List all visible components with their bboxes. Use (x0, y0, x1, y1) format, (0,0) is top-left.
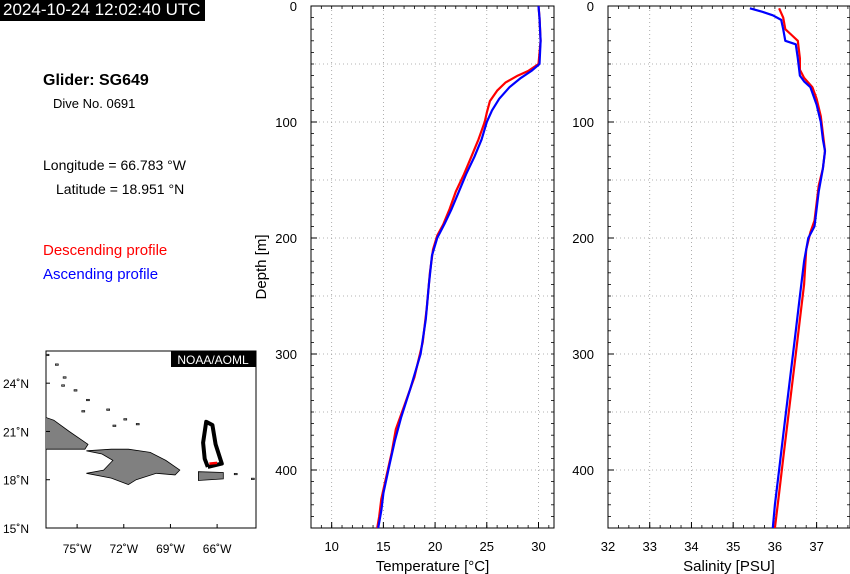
descending-profile-line (376, 5, 542, 528)
cuba-landmass (46, 417, 89, 450)
x-tick-label: 36 (768, 539, 782, 554)
x-tick-label: 20 (428, 539, 442, 554)
plot-frame (310, 5, 555, 529)
map-lon-label: 75˚W (63, 542, 92, 556)
island (55, 363, 59, 366)
y-axis-label: Depth [m] (253, 234, 270, 299)
y-tick-label: 400 (572, 463, 594, 478)
x-tick-label: 10 (324, 539, 338, 554)
map-lat-label: 18˚N (3, 474, 29, 488)
map-lat-label: 21˚N (3, 425, 29, 439)
y-tick-label: 100 (275, 115, 297, 130)
island (233, 472, 238, 476)
glider-track (201, 419, 224, 469)
dive-number: Dive No. 0691 (53, 96, 136, 111)
map-lat-label: 24˚N (3, 377, 29, 391)
latitude-readout: Latitude = 18.951 °N (56, 181, 185, 197)
x-tick-label: 25 (480, 539, 494, 554)
x-tick-label: 34 (684, 539, 698, 554)
y-tick-label: 300 (572, 347, 594, 362)
y-tick-label: 200 (572, 231, 594, 246)
island (112, 424, 117, 427)
y-tick-label: 300 (275, 347, 297, 362)
map-land (46, 353, 255, 486)
map-lon-label: 69˚W (156, 542, 185, 556)
glider-title: Glider: SG649 (43, 72, 149, 89)
x-tick-label: 33 (642, 539, 656, 554)
island (106, 408, 110, 411)
current-dive-marker (209, 461, 218, 465)
y-tick-label: 400 (275, 463, 297, 478)
chart-salinity (607, 5, 850, 529)
x-tick-label: 37 (809, 539, 823, 554)
y-tick-label: 0 (587, 0, 594, 14)
x-tick-label: 32 (601, 539, 615, 554)
x-tick-label: 30 (531, 539, 545, 554)
map-lon-label: 72˚W (109, 542, 138, 556)
timestamp-banner: 2024-10-24 12:02:40 UTC (0, 0, 205, 21)
island (46, 353, 50, 357)
map-lon-label: 66˚W (203, 542, 232, 556)
x-axis-label: Temperature [°C] (376, 558, 490, 574)
ascending-profile-line (749, 7, 827, 528)
hispaniola-landmass (86, 448, 181, 486)
longitude-readout: Longitude = 66.783 °W (43, 157, 186, 173)
y-tick-label: 200 (275, 231, 297, 246)
plot-frame (607, 5, 850, 529)
x-axis-label: Salinity [PSU] (683, 558, 775, 574)
island (73, 389, 78, 392)
island (86, 398, 90, 402)
map-badge-bg (171, 351, 256, 367)
island (251, 477, 255, 480)
map-badge: NOAA/AOML (177, 353, 249, 367)
y-tick-label: 0 (290, 0, 297, 14)
legend-ascending: Ascending profile (43, 266, 159, 283)
ascending-profile-line (377, 5, 542, 528)
island (135, 423, 140, 426)
legend-descending: Descending profile (43, 242, 168, 259)
puerto-rico-landmass (197, 471, 224, 481)
x-tick-label: 35 (726, 539, 740, 554)
x-tick-label: 15 (376, 539, 390, 554)
island (123, 418, 128, 421)
chart-temperature (310, 5, 555, 529)
island (62, 376, 67, 379)
island (61, 384, 65, 387)
y-tick-label: 100 (572, 115, 594, 130)
island (81, 410, 86, 413)
map-lat-label: 15˚N (3, 522, 29, 536)
location-map (45, 350, 257, 529)
